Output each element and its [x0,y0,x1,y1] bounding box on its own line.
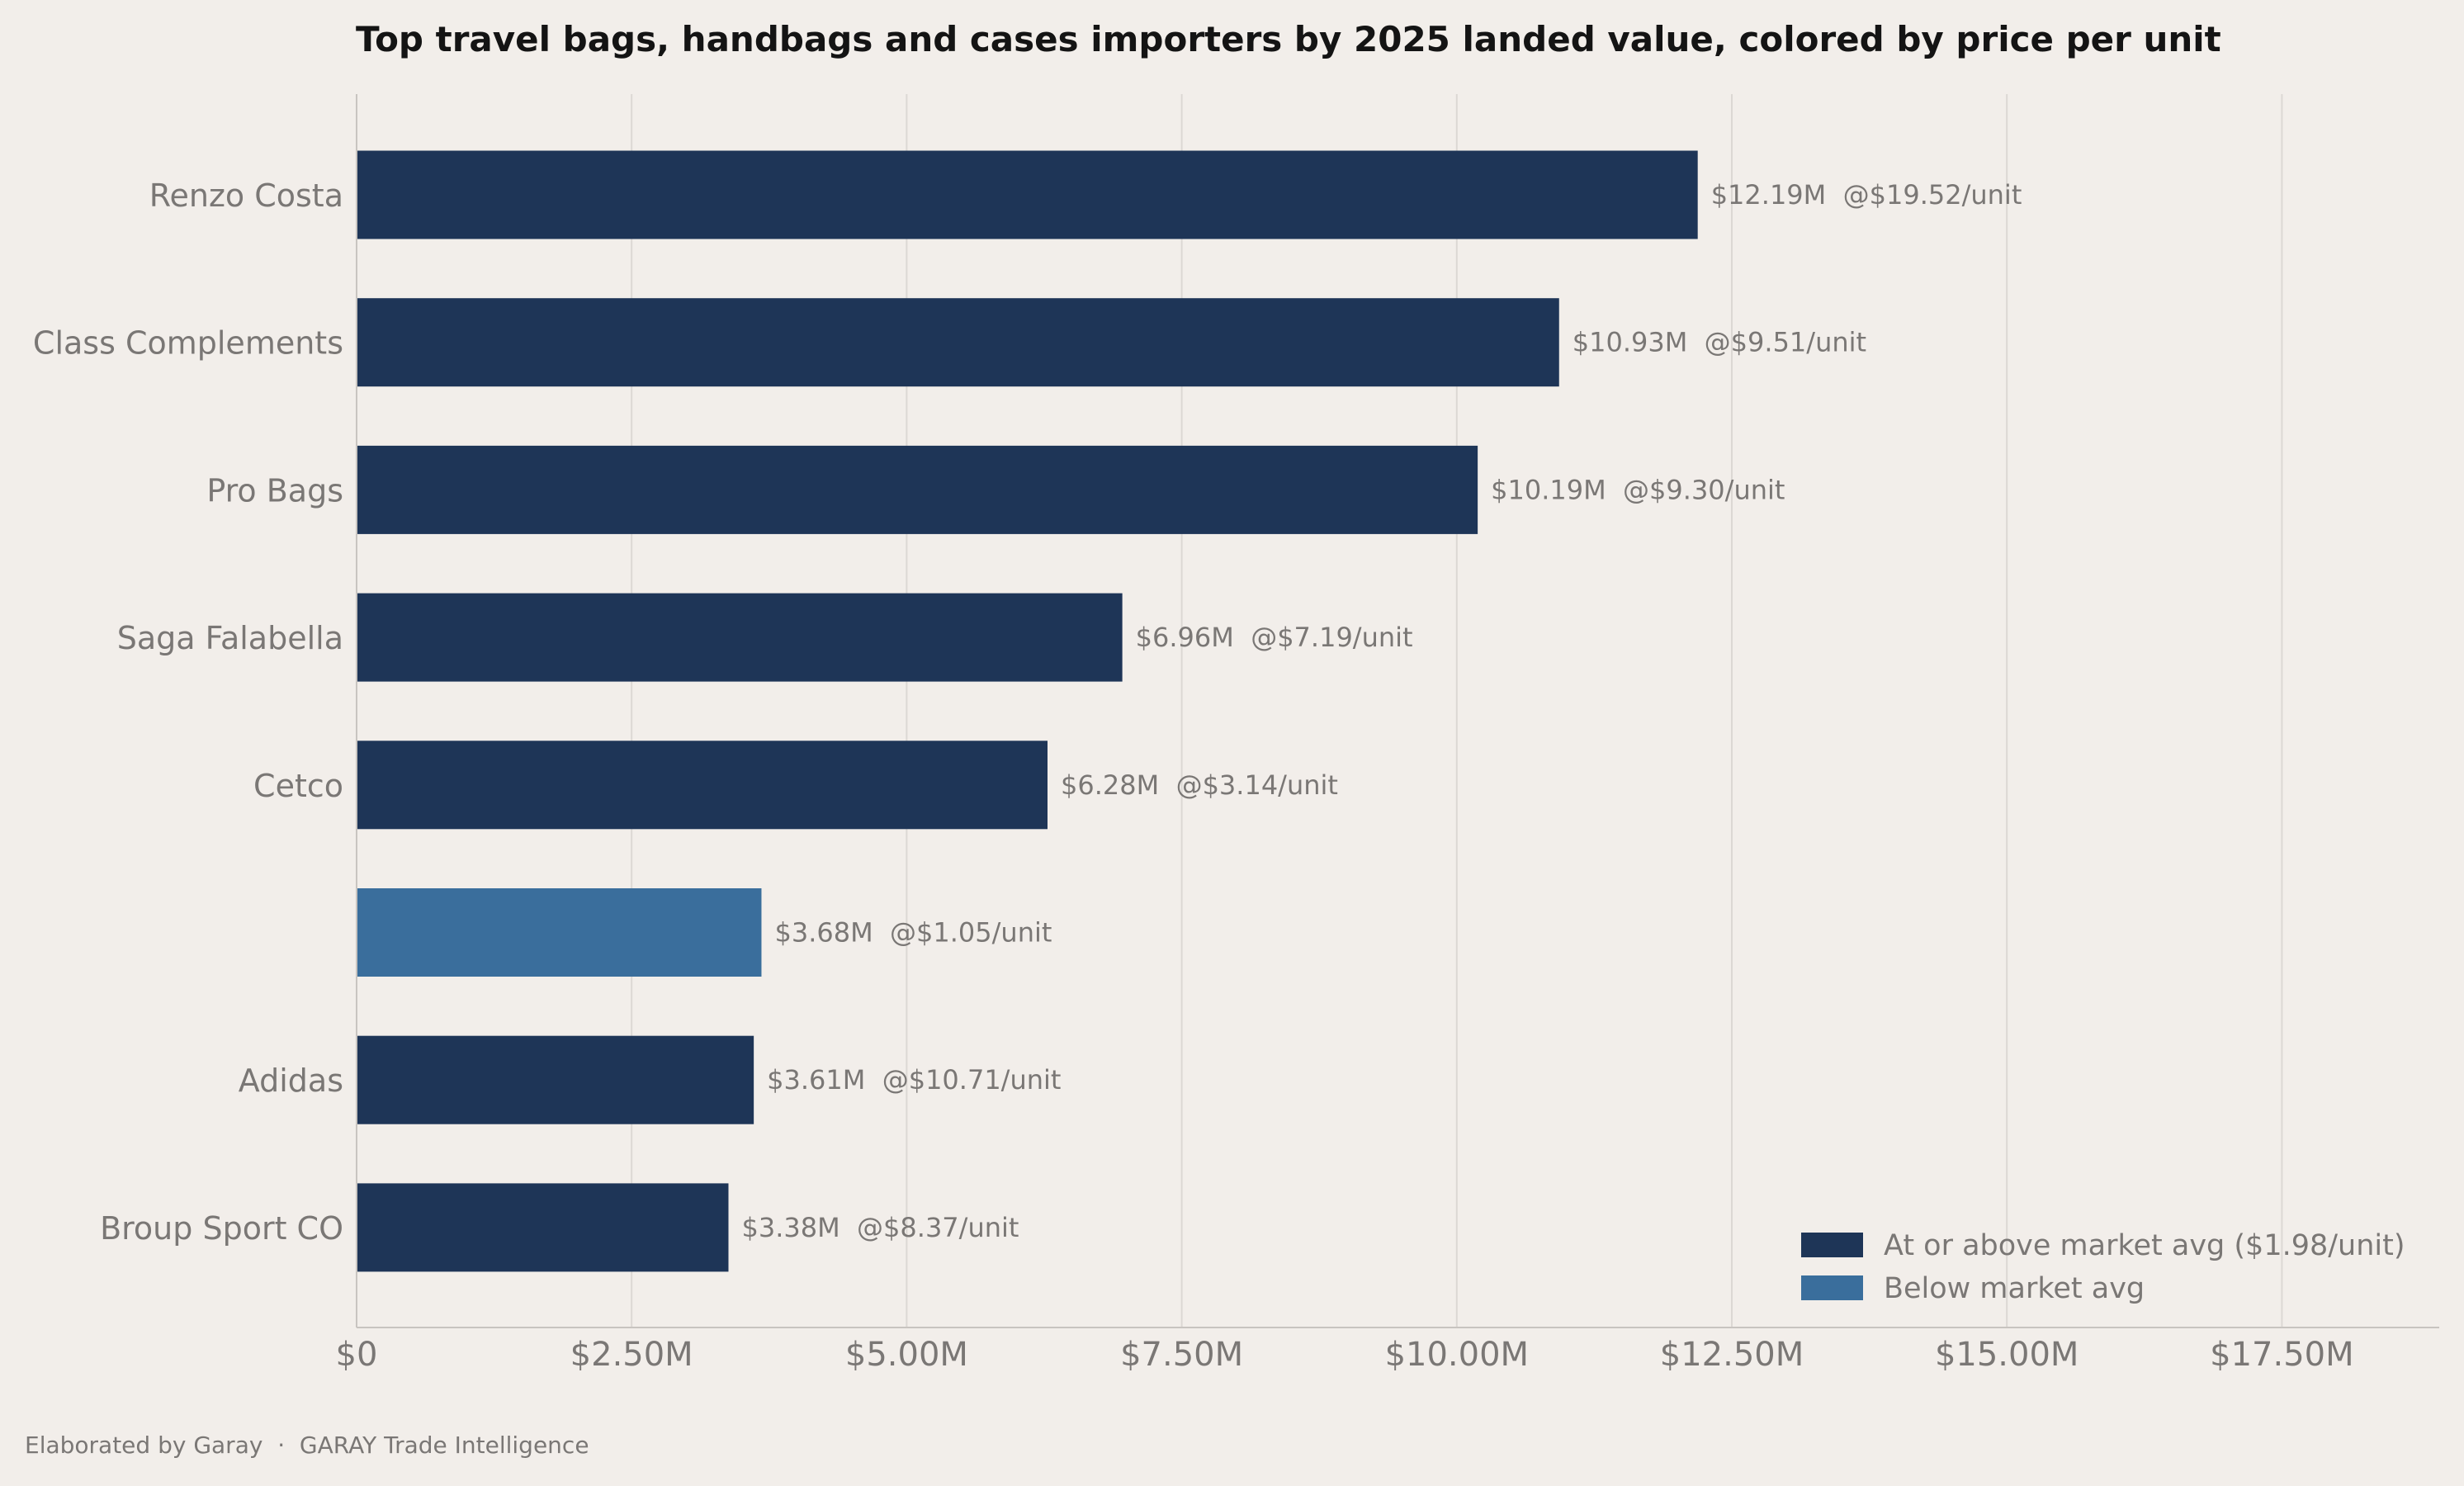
category-label: Cetco [253,768,343,804]
data-label: $6.96M @$7.19/unit [1136,622,1413,653]
legend-label: Below market avg [1884,1272,2145,1305]
legend-swatch [1801,1275,1863,1300]
x-tick-label: $0 [336,1336,378,1374]
grid-lines [631,94,2283,1327]
data-label: $3.61M @$10.71/unit [767,1064,1061,1096]
bar [357,1035,754,1124]
bar [357,445,1478,534]
category-label: Adidas [239,1062,343,1099]
data-label: $3.38M @$8.37/unit [741,1212,1019,1243]
data-label: $10.19M @$9.30/unit [1491,474,1785,505]
category-label: Pro Bags [206,472,343,509]
data-label: $12.19M @$19.52/unit [1711,179,2022,211]
category-label: Renzo Costa [149,177,343,214]
bar [357,741,1048,830]
x-tick-label: $7.50M [1120,1336,1243,1374]
bar [357,298,1559,387]
legend: At or above market avg ($1.98/unit) Below… [1801,1229,2405,1305]
legend-swatch [1801,1233,1863,1257]
footer-source: Elaborated by Garay · GARAY Trade Intell… [25,1432,589,1459]
chart-title: Top travel bags, handbags and cases impo… [356,19,2221,59]
category-label: Saga Falabella [117,620,343,656]
x-tick-label: $10.00M [1385,1336,1529,1374]
x-tick-label: $15.00M [1935,1336,2079,1374]
data-label: $10.93M @$9.51/unit [1573,327,1866,358]
x-tick-label: $12.50M [1660,1336,1804,1374]
x-tick-label: $5.00M [845,1336,968,1374]
category-label: Broup Sport CO [100,1210,343,1247]
bar [357,150,1698,239]
bar [357,888,762,977]
bar [357,593,1123,682]
x-tick-label: $17.50M [2210,1336,2353,1374]
data-label: $6.28M @$3.14/unit [1061,769,1338,801]
axes: $0 $2.50M $5.00M $7.50M $10.00M $12.50M $15.00… [33,94,2439,1374]
category-label: Class Complements [33,325,343,362]
x-tick-label: $2.50M [570,1336,693,1374]
data-label: $3.68M @$1.05/unit [774,917,1052,949]
bars: $12.19M @$19.52/unit $10.93M @$9.51/unit $… [357,150,2022,1272]
legend-label: At or above market avg ($1.98/unit) [1884,1229,2405,1262]
bar [357,1183,729,1272]
